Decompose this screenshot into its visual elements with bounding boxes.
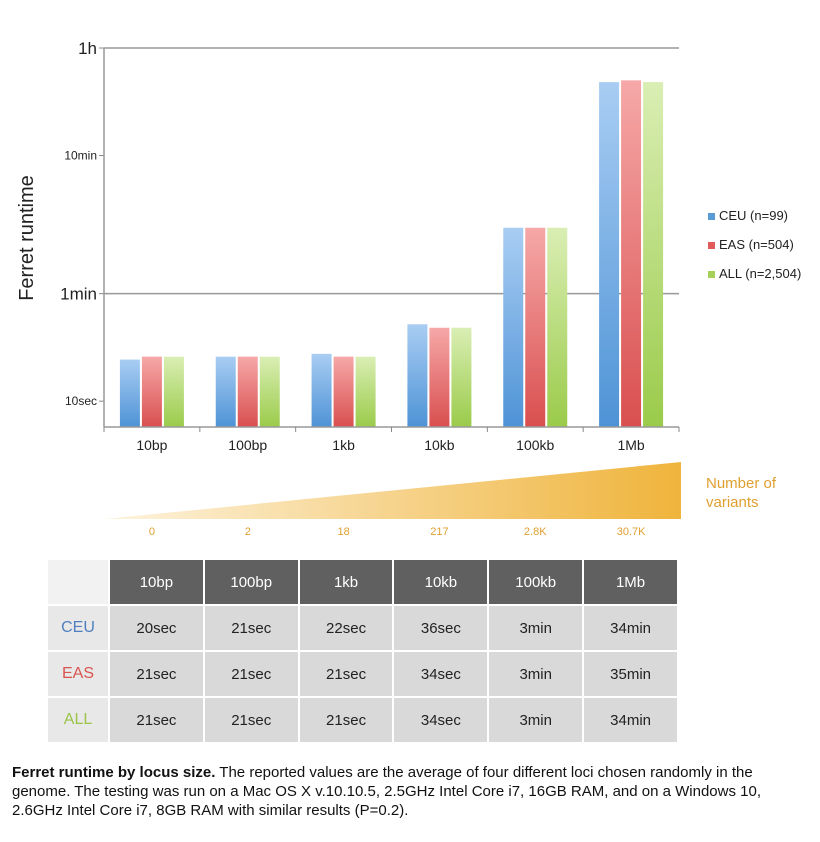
table-cell: 21sec — [202, 650, 300, 698]
legend-label: EAS (n=504) — [719, 237, 794, 252]
table-cell: 22sec — [297, 604, 395, 652]
table-row-all: ALL 21sec 21sec 21sec 34sec 3min 34min — [46, 696, 679, 744]
bar-10bp-0 — [119, 359, 140, 427]
table-cell: 34sec — [392, 696, 490, 744]
x-tick-label: 1kb — [332, 437, 355, 453]
table-cell: 35min — [582, 650, 679, 698]
legend-swatch — [708, 242, 715, 249]
bar-100kb-0 — [503, 227, 524, 427]
variants-title: Number of variants — [706, 475, 777, 511]
bar-1Mb-2 — [643, 82, 664, 427]
table-cell: 34min — [582, 696, 679, 744]
table-row-ceu: CEU 20sec 21sec 22sec 36sec 3min 34min — [46, 604, 679, 652]
bar-1kb-0 — [311, 353, 332, 427]
y-tick-label: 1h — [78, 39, 97, 58]
x-tick-label: 1Mb — [617, 437, 644, 453]
y-tick-label: 1min — [60, 285, 97, 304]
table-cell: 34sec — [392, 650, 490, 698]
bar-1kb-2 — [355, 356, 376, 427]
table-cell: 3min — [487, 696, 585, 744]
row-label-ceu: CEU — [46, 604, 110, 652]
bar-10kb-1 — [429, 327, 450, 427]
bar-1Mb-0 — [599, 82, 620, 427]
bar-100kb-1 — [525, 227, 546, 427]
table-corner — [46, 558, 110, 606]
runtime-table: 10bp 100bp 1kb 10kb 100kb 1Mb CEU 20sec … — [46, 558, 679, 744]
table-cell: 20sec — [108, 604, 205, 652]
legend-label: ALL (n=2,504) — [719, 266, 801, 281]
table-cell: 34min — [582, 604, 679, 652]
x-tick-label: 10bp — [136, 437, 167, 453]
variants-wedge — [104, 462, 681, 519]
table-cell: 36sec — [392, 604, 490, 652]
table-cell: 21sec — [202, 604, 300, 652]
table-cell: 21sec — [108, 650, 205, 698]
bar-100bp-2 — [259, 356, 280, 427]
table-cell: 3min — [487, 604, 585, 652]
bar-1Mb-1 — [621, 80, 642, 428]
variant-count-label: 0 — [149, 526, 155, 538]
legend-label: CEU (n=99) — [719, 208, 788, 223]
y-tick-label: 10min — [64, 149, 97, 163]
table-header-cell: 10kb — [392, 558, 490, 606]
table-cell: 21sec — [108, 696, 205, 744]
legend-swatch — [708, 213, 715, 220]
variant-count-label: 18 — [337, 526, 349, 538]
table-header-row: 10bp 100bp 1kb 10kb 100kb 1Mb — [46, 558, 679, 606]
bar-10bp-1 — [141, 356, 162, 427]
variant-count-label: 30.7K — [617, 526, 646, 538]
table-header-cell: 1kb — [297, 558, 395, 606]
row-label-eas: EAS — [46, 650, 110, 698]
row-label-all: ALL — [46, 696, 110, 744]
bar-100kb-2 — [547, 227, 568, 427]
table-row-eas: EAS 21sec 21sec 21sec 34sec 3min 35min — [46, 650, 679, 698]
x-tick-label: 10kb — [424, 437, 455, 453]
table-cell: 21sec — [202, 696, 300, 744]
bar-1kb-1 — [333, 356, 354, 427]
x-tick-label: 100kb — [516, 437, 554, 453]
table-cell: 21sec — [297, 650, 395, 698]
figure-caption: Ferret runtime by locus size. The report… — [12, 763, 812, 820]
caption-text: The reported values are the average of f… — [12, 764, 761, 819]
bar-100bp-0 — [215, 356, 236, 427]
variant-count-label: 217 — [430, 526, 448, 538]
table-header-cell: 10bp — [108, 558, 205, 606]
y-axis-label: Ferret runtime — [16, 175, 38, 301]
bar-10kb-2 — [451, 327, 472, 427]
runtime-bar-chart: 1h 1min 10min 10sec 10bp 100bp 1kb 10kb 100kb 1Mb… — [16, 39, 801, 538]
y-tick-label: 10sec — [65, 394, 97, 408]
table-cell: 21sec — [297, 696, 395, 744]
bar-10bp-2 — [163, 356, 184, 427]
caption-title: Ferret runtime by locus size. — [12, 764, 216, 781]
table-cell: 3min — [487, 650, 585, 698]
x-tick-label: 100bp — [228, 437, 267, 453]
bar-100bp-1 — [237, 356, 258, 427]
legend-swatch — [708, 271, 715, 278]
table-header-cell: 1Mb — [582, 558, 679, 606]
table-header-cell: 100kb — [487, 558, 585, 606]
bar-10kb-0 — [407, 324, 428, 427]
table-header-cell: 100bp — [202, 558, 300, 606]
variant-count-label: 2.8K — [524, 526, 547, 538]
variant-count-label: 2 — [245, 526, 251, 538]
